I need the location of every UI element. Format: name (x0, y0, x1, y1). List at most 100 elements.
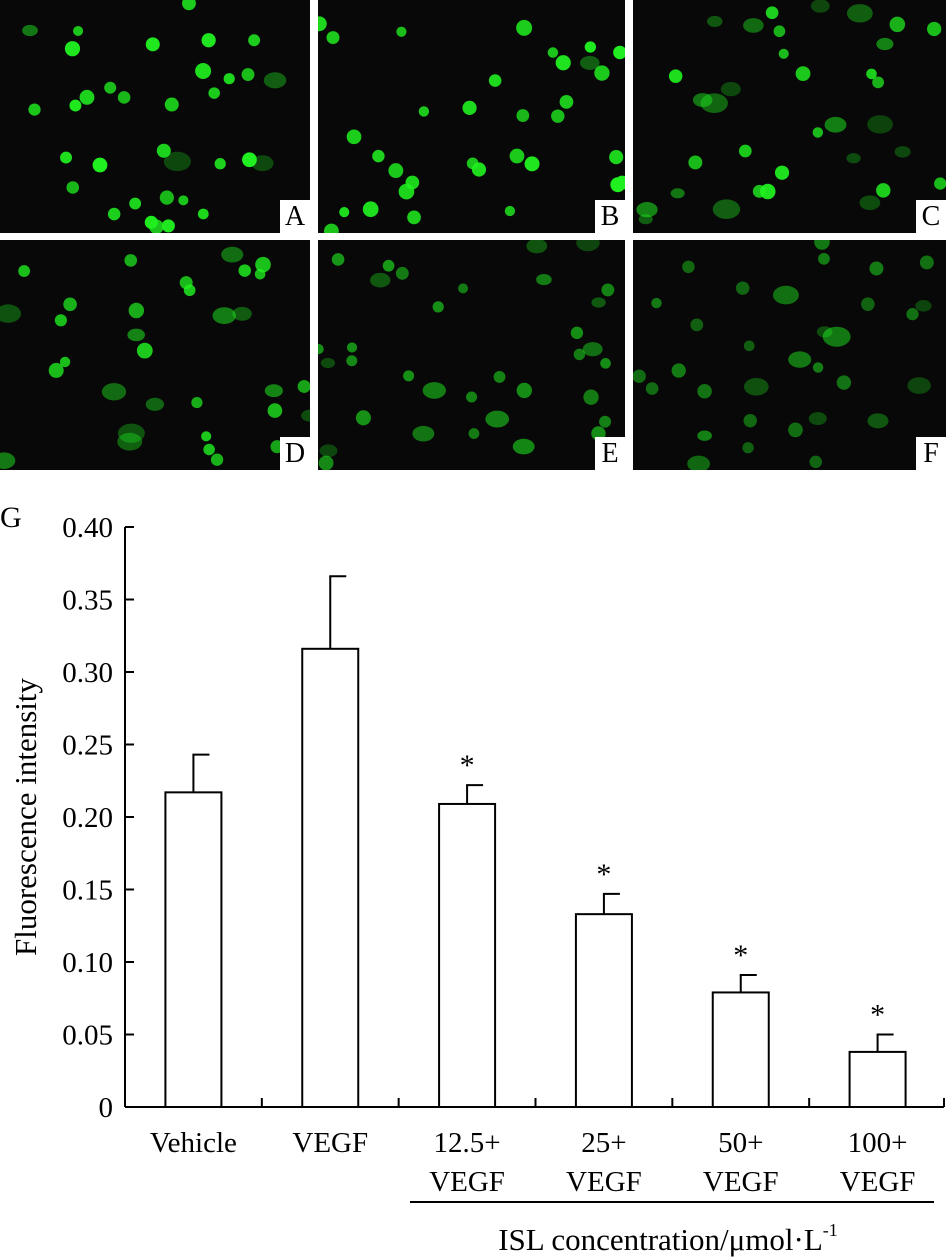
micrograph-background (318, 0, 625, 233)
cell (355, 410, 371, 426)
cell (743, 377, 769, 396)
cell (66, 181, 80, 194)
cell (822, 326, 851, 347)
cell (700, 93, 728, 114)
bar-group (164, 753, 223, 1108)
cell (117, 91, 131, 104)
cell (214, 158, 226, 170)
cell (809, 455, 822, 469)
cell (136, 342, 153, 359)
x-tick-label: Vehicle (150, 1127, 237, 1159)
cell (388, 163, 404, 179)
cell (128, 302, 145, 319)
cell (117, 423, 145, 443)
cell (197, 208, 209, 220)
cell (743, 340, 755, 352)
cell (524, 156, 540, 172)
cell (509, 148, 525, 164)
cell (859, 195, 881, 211)
cell (788, 422, 803, 438)
cell (59, 356, 71, 368)
cell (760, 183, 776, 200)
bar (711, 991, 770, 1109)
micrograph-panel-d: D (0, 240, 310, 470)
cell (712, 199, 741, 220)
cell (573, 348, 586, 361)
panel-label: B (601, 201, 620, 232)
bar-group: * (848, 999, 907, 1109)
cell (107, 207, 121, 221)
cell (594, 65, 610, 81)
cell (582, 342, 603, 357)
cell (488, 74, 502, 87)
cell (418, 106, 430, 117)
cell (395, 266, 409, 280)
cell (264, 384, 283, 398)
y-axis-title: Fluorescence intensity (8, 677, 43, 956)
x-tick-label: VEGF (429, 1166, 505, 1198)
cell (127, 328, 146, 342)
y-tick-label: 0.15 (62, 875, 113, 907)
significance-marker: * (870, 999, 885, 1032)
cell-group (636, 0, 946, 225)
y-tick-label: 0.40 (62, 512, 113, 544)
y-tick-label: 0.35 (62, 585, 113, 617)
cell (422, 382, 446, 399)
cell (795, 66, 811, 82)
cell-group (318, 16, 625, 233)
cell (536, 274, 552, 286)
cell (346, 342, 358, 353)
cell (555, 55, 571, 71)
micrograph-background (318, 240, 625, 470)
cell (396, 26, 407, 37)
chart-panel-label: G (0, 501, 22, 534)
cell (101, 383, 127, 401)
cell (73, 25, 84, 36)
cell (906, 308, 919, 321)
cell (18, 265, 31, 277)
cell (145, 37, 160, 52)
cell (144, 215, 158, 229)
x-tick-labels: Vehicle VEGF 12.5+ VEGF 25+ VEGF 50+ VEGF 100+ VE… (150, 1127, 916, 1198)
cell (79, 89, 95, 105)
panel-label-box (280, 200, 310, 233)
cell (241, 68, 255, 81)
cell (609, 150, 624, 165)
cell (0, 304, 21, 323)
cell (0, 452, 16, 469)
cell (808, 412, 827, 425)
cell (117, 432, 143, 451)
cell (324, 223, 339, 233)
cell (466, 157, 479, 170)
cell (846, 4, 873, 23)
cell (403, 370, 415, 382)
cell (504, 205, 516, 217)
cell (331, 253, 345, 266)
cell (398, 183, 415, 200)
cell (551, 109, 565, 123)
cell (201, 431, 212, 442)
cell (346, 355, 358, 367)
x-tick-label: VEGF (840, 1166, 916, 1198)
cell (466, 391, 478, 403)
cell (735, 281, 750, 295)
cell (164, 97, 179, 112)
x-axis (125, 1098, 945, 1108)
panel-label: A (285, 201, 306, 232)
panel-label-box (280, 437, 310, 470)
cell (223, 73, 235, 85)
cell (326, 31, 340, 45)
cell (191, 396, 203, 409)
cell (370, 272, 391, 288)
bar (438, 802, 497, 1108)
micrograph-panel-f: F (633, 240, 946, 470)
cell (485, 410, 510, 428)
cell (812, 127, 824, 138)
cell (636, 202, 658, 218)
cell (743, 18, 764, 33)
bar-chart: G Fluorescence intensity 0 0.05 0.10 0.15 0.… (0, 501, 945, 1257)
cell (774, 165, 790, 180)
cell (163, 151, 191, 172)
cell (613, 45, 625, 60)
cell (297, 379, 310, 393)
